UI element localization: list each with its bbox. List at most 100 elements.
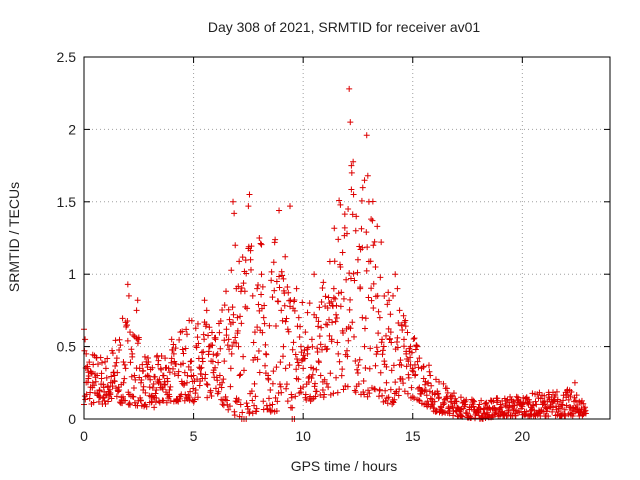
data-point [223, 288, 230, 295]
data-point [153, 394, 160, 401]
data-point [164, 375, 171, 382]
data-point [264, 405, 271, 412]
data-point [295, 376, 302, 383]
data-point [234, 314, 241, 321]
data-point [536, 389, 543, 396]
data-point [284, 326, 291, 333]
data-point [450, 390, 457, 397]
data-point [272, 394, 279, 401]
data-point [203, 307, 210, 314]
data-point [319, 387, 326, 394]
data-point [187, 388, 194, 395]
data-point [523, 408, 530, 415]
data-point [284, 283, 291, 290]
data-point [332, 295, 339, 302]
data-point [192, 387, 199, 394]
data-point [361, 325, 368, 332]
data-point [380, 343, 387, 350]
data-point [256, 369, 263, 376]
data-point [287, 303, 294, 310]
data-point [191, 396, 198, 403]
data-point [127, 329, 134, 336]
data-point [392, 379, 399, 386]
data-point [386, 335, 393, 342]
data-point [431, 405, 438, 412]
data-point [351, 277, 358, 284]
data-point [369, 217, 376, 224]
data-point [98, 375, 105, 382]
data-point [176, 336, 183, 343]
data-point [370, 280, 377, 287]
data-point [103, 374, 110, 381]
data-point [408, 384, 415, 391]
data-point [140, 367, 147, 374]
data-point [136, 365, 143, 372]
data-point [364, 244, 371, 251]
data-point [207, 387, 214, 394]
data-point [359, 314, 366, 321]
data-point [284, 398, 291, 405]
data-point [320, 279, 327, 286]
data-point [205, 332, 212, 339]
data-point [488, 398, 495, 405]
data-point [223, 326, 230, 333]
data-point [375, 308, 382, 315]
data-point [231, 412, 238, 419]
data-point [255, 347, 262, 354]
data-point [260, 314, 267, 321]
data-point [248, 243, 255, 250]
data-point [511, 402, 518, 409]
data-point [265, 372, 272, 379]
data-point [232, 398, 239, 405]
data-point [429, 389, 436, 396]
y-axis-label: SRMTID / TECUs [6, 182, 22, 292]
data-point [475, 408, 482, 415]
data-point [265, 395, 272, 402]
data-point [422, 387, 429, 394]
data-point [428, 382, 435, 389]
data-point [374, 292, 381, 299]
data-point [96, 387, 103, 394]
data-point [271, 239, 278, 246]
data-point [221, 337, 228, 344]
data-point [239, 409, 246, 416]
data-point [102, 358, 109, 365]
data-point [368, 297, 375, 304]
data-point [273, 364, 280, 371]
data-point [335, 236, 342, 243]
data-point [387, 386, 394, 393]
data-point [484, 404, 491, 411]
data-point [294, 356, 301, 363]
data-point [146, 384, 153, 391]
data-point [217, 318, 224, 325]
data-point [325, 384, 332, 391]
data-point [147, 376, 154, 383]
data-point [355, 380, 362, 387]
data-point [215, 359, 222, 366]
data-point [402, 317, 409, 324]
x-tick-label: 0 [80, 428, 88, 444]
data-point [317, 341, 324, 348]
data-point [578, 397, 585, 404]
data-point [144, 364, 151, 371]
data-point [269, 380, 276, 387]
data-point [528, 404, 535, 411]
data-point [187, 358, 194, 365]
data-point [214, 377, 221, 384]
data-point [471, 398, 478, 405]
data-point [346, 85, 353, 92]
data-point [352, 358, 359, 365]
data-point [128, 346, 135, 353]
data-point [373, 351, 380, 358]
data-point [292, 351, 299, 358]
data-point [291, 307, 298, 314]
data-point [237, 313, 244, 320]
data-point [340, 295, 347, 302]
data-point [377, 274, 384, 281]
data-point [113, 393, 120, 400]
data-point [344, 230, 350, 237]
data-point [440, 409, 447, 416]
data-point [277, 359, 284, 366]
data-point [100, 394, 107, 401]
data-point [373, 344, 380, 351]
